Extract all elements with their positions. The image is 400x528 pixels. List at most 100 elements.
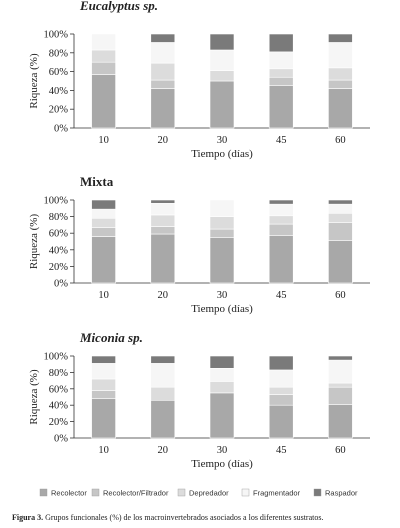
bar-segment-fragmentador xyxy=(328,359,353,384)
bar-stack-45 xyxy=(268,33,294,129)
legend-item: Recolector/Filtrador xyxy=(91,488,169,498)
bar-segment-recolector-filtrador xyxy=(268,394,294,406)
bar-segment-fragmentador xyxy=(268,203,294,217)
y-tick-label: 40% xyxy=(49,245,69,256)
bar-segment-recolector-filtrador xyxy=(328,222,353,241)
x-tick-label: 10 xyxy=(98,290,109,301)
x-tick-label: 60 xyxy=(335,445,346,456)
bar-segment-fragmentador xyxy=(91,208,116,219)
x-tick-label: 30 xyxy=(217,135,228,146)
y-tick-label: 80% xyxy=(49,48,69,59)
legend-swatch xyxy=(39,488,48,497)
bar-segment-recolector xyxy=(209,237,235,284)
bar-segment-recolector-filtrador xyxy=(268,76,294,86)
bar-segment-depredador xyxy=(328,382,353,388)
bar-segment-fragmentador xyxy=(209,367,235,382)
bar-segment-recolector xyxy=(209,80,235,129)
legend-item: Fragmentador xyxy=(241,489,301,498)
x-tick-label: 10 xyxy=(98,445,109,456)
bar-segment-recolector xyxy=(91,398,116,439)
y-tick-label: 20% xyxy=(49,262,69,273)
caption-text: Grupos funcionales (%) de los macroinver… xyxy=(43,513,323,522)
legend-swatch xyxy=(91,488,100,497)
x-tick-label: 10 xyxy=(98,135,109,146)
chart-panel-3: Miconia sp. 0% 20% 40% 60% 80% 100% Riqueza (%)… xyxy=(28,330,370,470)
bar-stack-30 xyxy=(209,33,235,129)
chart-panel-2: Mixta 0% 20% 40% 60% 80% 100% Riqueza (%) 10 20 30… xyxy=(28,174,370,315)
bar-segment-recolector xyxy=(150,88,176,129)
bar-segment-depredador xyxy=(328,67,353,81)
bar-segment-recolector xyxy=(328,240,353,284)
x-tick-label: 20 xyxy=(158,290,169,301)
bar-stack-60 xyxy=(328,199,353,284)
chart-title: Eucalyptus sp. xyxy=(79,0,158,13)
chart-panel-1: Eucalyptus sp. 0% 20% 40% 60% 80% 100% Riqueza … xyxy=(28,0,370,160)
y-tick-label: 60% xyxy=(49,229,69,240)
bar-stack-45 xyxy=(268,355,294,439)
bar-segment-depredador xyxy=(150,386,176,401)
bar-segment-recolector xyxy=(328,404,353,439)
x-tick-label: 60 xyxy=(335,290,346,301)
bar-segment-fragmentador xyxy=(328,42,353,69)
y-tick-label: 20% xyxy=(49,417,69,428)
bar-segment-recolector xyxy=(268,404,294,439)
y-tick-label: 0% xyxy=(54,279,68,290)
bar-segment-raspador xyxy=(150,199,176,204)
bar-segment-depredador xyxy=(150,62,176,81)
x-tick-label: 45 xyxy=(276,445,287,456)
bar-segment-raspador xyxy=(328,33,353,43)
y-tick-label: 60% xyxy=(49,384,69,395)
y-tick-label: 100% xyxy=(44,196,69,207)
bar-segment-raspador xyxy=(328,355,353,361)
y-tick-label: 100% xyxy=(44,30,69,41)
bar-segment-fragmentador xyxy=(268,369,294,388)
legend-item: Raspador xyxy=(313,488,358,498)
bar-segment-raspador xyxy=(268,355,294,371)
bar-segment-recolector xyxy=(91,236,116,284)
bar-segment-raspador xyxy=(328,199,353,205)
bar-segment-depredador xyxy=(268,215,294,225)
x-axis-label: Tiempo (días) xyxy=(191,303,253,315)
bar-segment-fragmentador xyxy=(209,49,235,71)
bar-segment-fragmentador xyxy=(91,363,116,380)
bar-segment-depredador xyxy=(209,216,235,230)
bar-segment-fragmentador xyxy=(150,203,176,216)
bar-stack-60 xyxy=(328,33,353,129)
y-tick-label: 100% xyxy=(44,352,69,363)
bar-segment-recolector-filtrador xyxy=(91,390,116,399)
legend-item: Recolector xyxy=(39,488,87,498)
bar-segment-recolector xyxy=(328,88,353,129)
y-tick-label: 0% xyxy=(54,124,68,135)
caption-label: Figura 3. xyxy=(12,513,43,522)
bar-segment-fragmentador xyxy=(91,33,116,51)
bar-segment-fragmentador xyxy=(328,203,353,214)
chart-title: Mixta xyxy=(80,174,114,189)
y-tick-label: 40% xyxy=(49,86,69,97)
bar-segment-fragmentador xyxy=(150,42,176,64)
bar-segment-raspador xyxy=(209,33,235,51)
bar-segment-recolector-filtrador xyxy=(328,79,353,89)
bar-segment-recolector xyxy=(91,74,116,129)
legend-label: Fragmentador xyxy=(253,489,301,498)
legend-label: Raspador xyxy=(325,489,358,498)
bar-stack-30 xyxy=(209,199,235,284)
bar-segment-fragmentador xyxy=(268,51,294,70)
bar-segment-recolector xyxy=(268,235,294,284)
bar-segment-raspador xyxy=(209,355,235,369)
legend-swatch xyxy=(313,488,322,497)
legend: Recolector Recolector/Filtrador Depredador… xyxy=(39,488,358,498)
bar-stack-10 xyxy=(91,199,116,284)
bar-segment-raspador xyxy=(150,355,176,364)
legend-item: Depredador xyxy=(177,488,229,498)
figure-caption: Figura 3. Grupos funcionales (%) de los … xyxy=(12,513,323,522)
bar-segment-recolector xyxy=(209,392,235,439)
legend-swatch xyxy=(177,488,186,497)
bar-segment-recolector xyxy=(150,233,176,284)
x-tick-label: 20 xyxy=(158,135,169,146)
bar-segment-raspador xyxy=(91,355,116,364)
chart-panels: Eucalyptus sp.0%20%40%60%80%100%Riqueza … xyxy=(28,0,370,470)
y-axis-label: Riqueza (%) xyxy=(28,53,40,109)
bar-stack-10 xyxy=(91,33,116,129)
x-tick-label: 45 xyxy=(276,290,287,301)
